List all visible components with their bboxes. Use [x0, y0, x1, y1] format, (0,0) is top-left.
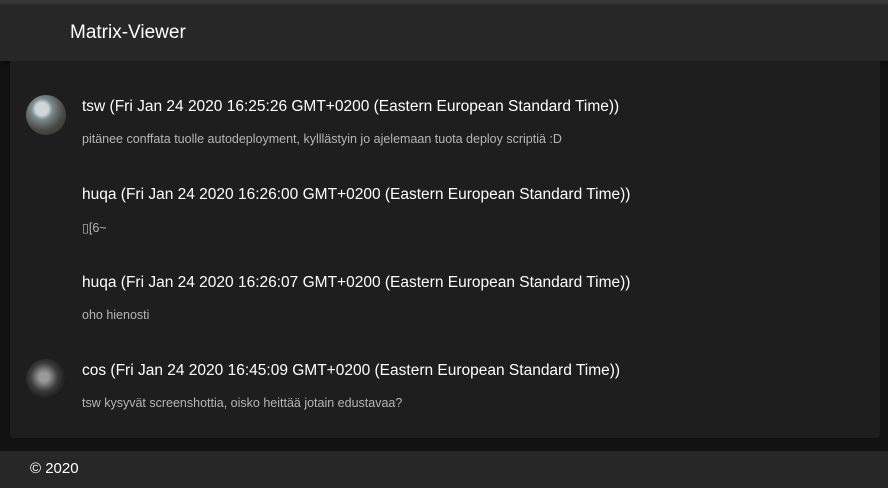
- message-list: tsw (Fri Jan 24 2020 16:25:26 GMT+0200 (…: [10, 61, 880, 438]
- user-avatar-cos[interactable]: [26, 359, 66, 399]
- app-title: Matrix-Viewer: [70, 22, 186, 43]
- message-author: huqa (Fri Jan 24 2020 16:26:07 GMT+0200 …: [82, 274, 631, 291]
- message-text: ▯[6~: [82, 221, 107, 235]
- message-author: tsw (Fri Jan 24 2020 16:25:26 GMT+0200 (…: [82, 98, 620, 115]
- message-text: pitänee conffata tuolle autodeployment, …: [82, 132, 562, 146]
- footer: © 2020: [0, 451, 888, 488]
- message-author: huqa (Fri Jan 24 2020 16:26:00 GMT+0200 …: [82, 186, 631, 203]
- top-strip: [0, 0, 888, 4]
- app-bar: Matrix-Viewer: [0, 4, 888, 61]
- user-avatar-tsw[interactable]: [26, 95, 66, 135]
- message-text: oho hienosti: [82, 308, 150, 322]
- copyright-text: © 2020: [30, 460, 79, 477]
- message-author: cos (Fri Jan 24 2020 16:45:09 GMT+0200 (…: [82, 362, 621, 379]
- message-text: tsw kysyvät screenshottia, oisko heittää…: [82, 396, 403, 410]
